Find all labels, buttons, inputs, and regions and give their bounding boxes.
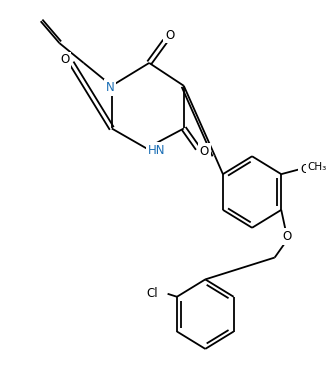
Text: O: O (300, 163, 309, 176)
Text: CH₃: CH₃ (307, 162, 326, 172)
Text: O: O (60, 53, 70, 67)
Text: O: O (282, 230, 291, 243)
Text: O: O (200, 145, 209, 158)
Text: HN: HN (148, 144, 166, 157)
Text: Cl: Cl (147, 287, 158, 300)
Text: N: N (106, 81, 114, 94)
Text: O: O (165, 29, 174, 42)
